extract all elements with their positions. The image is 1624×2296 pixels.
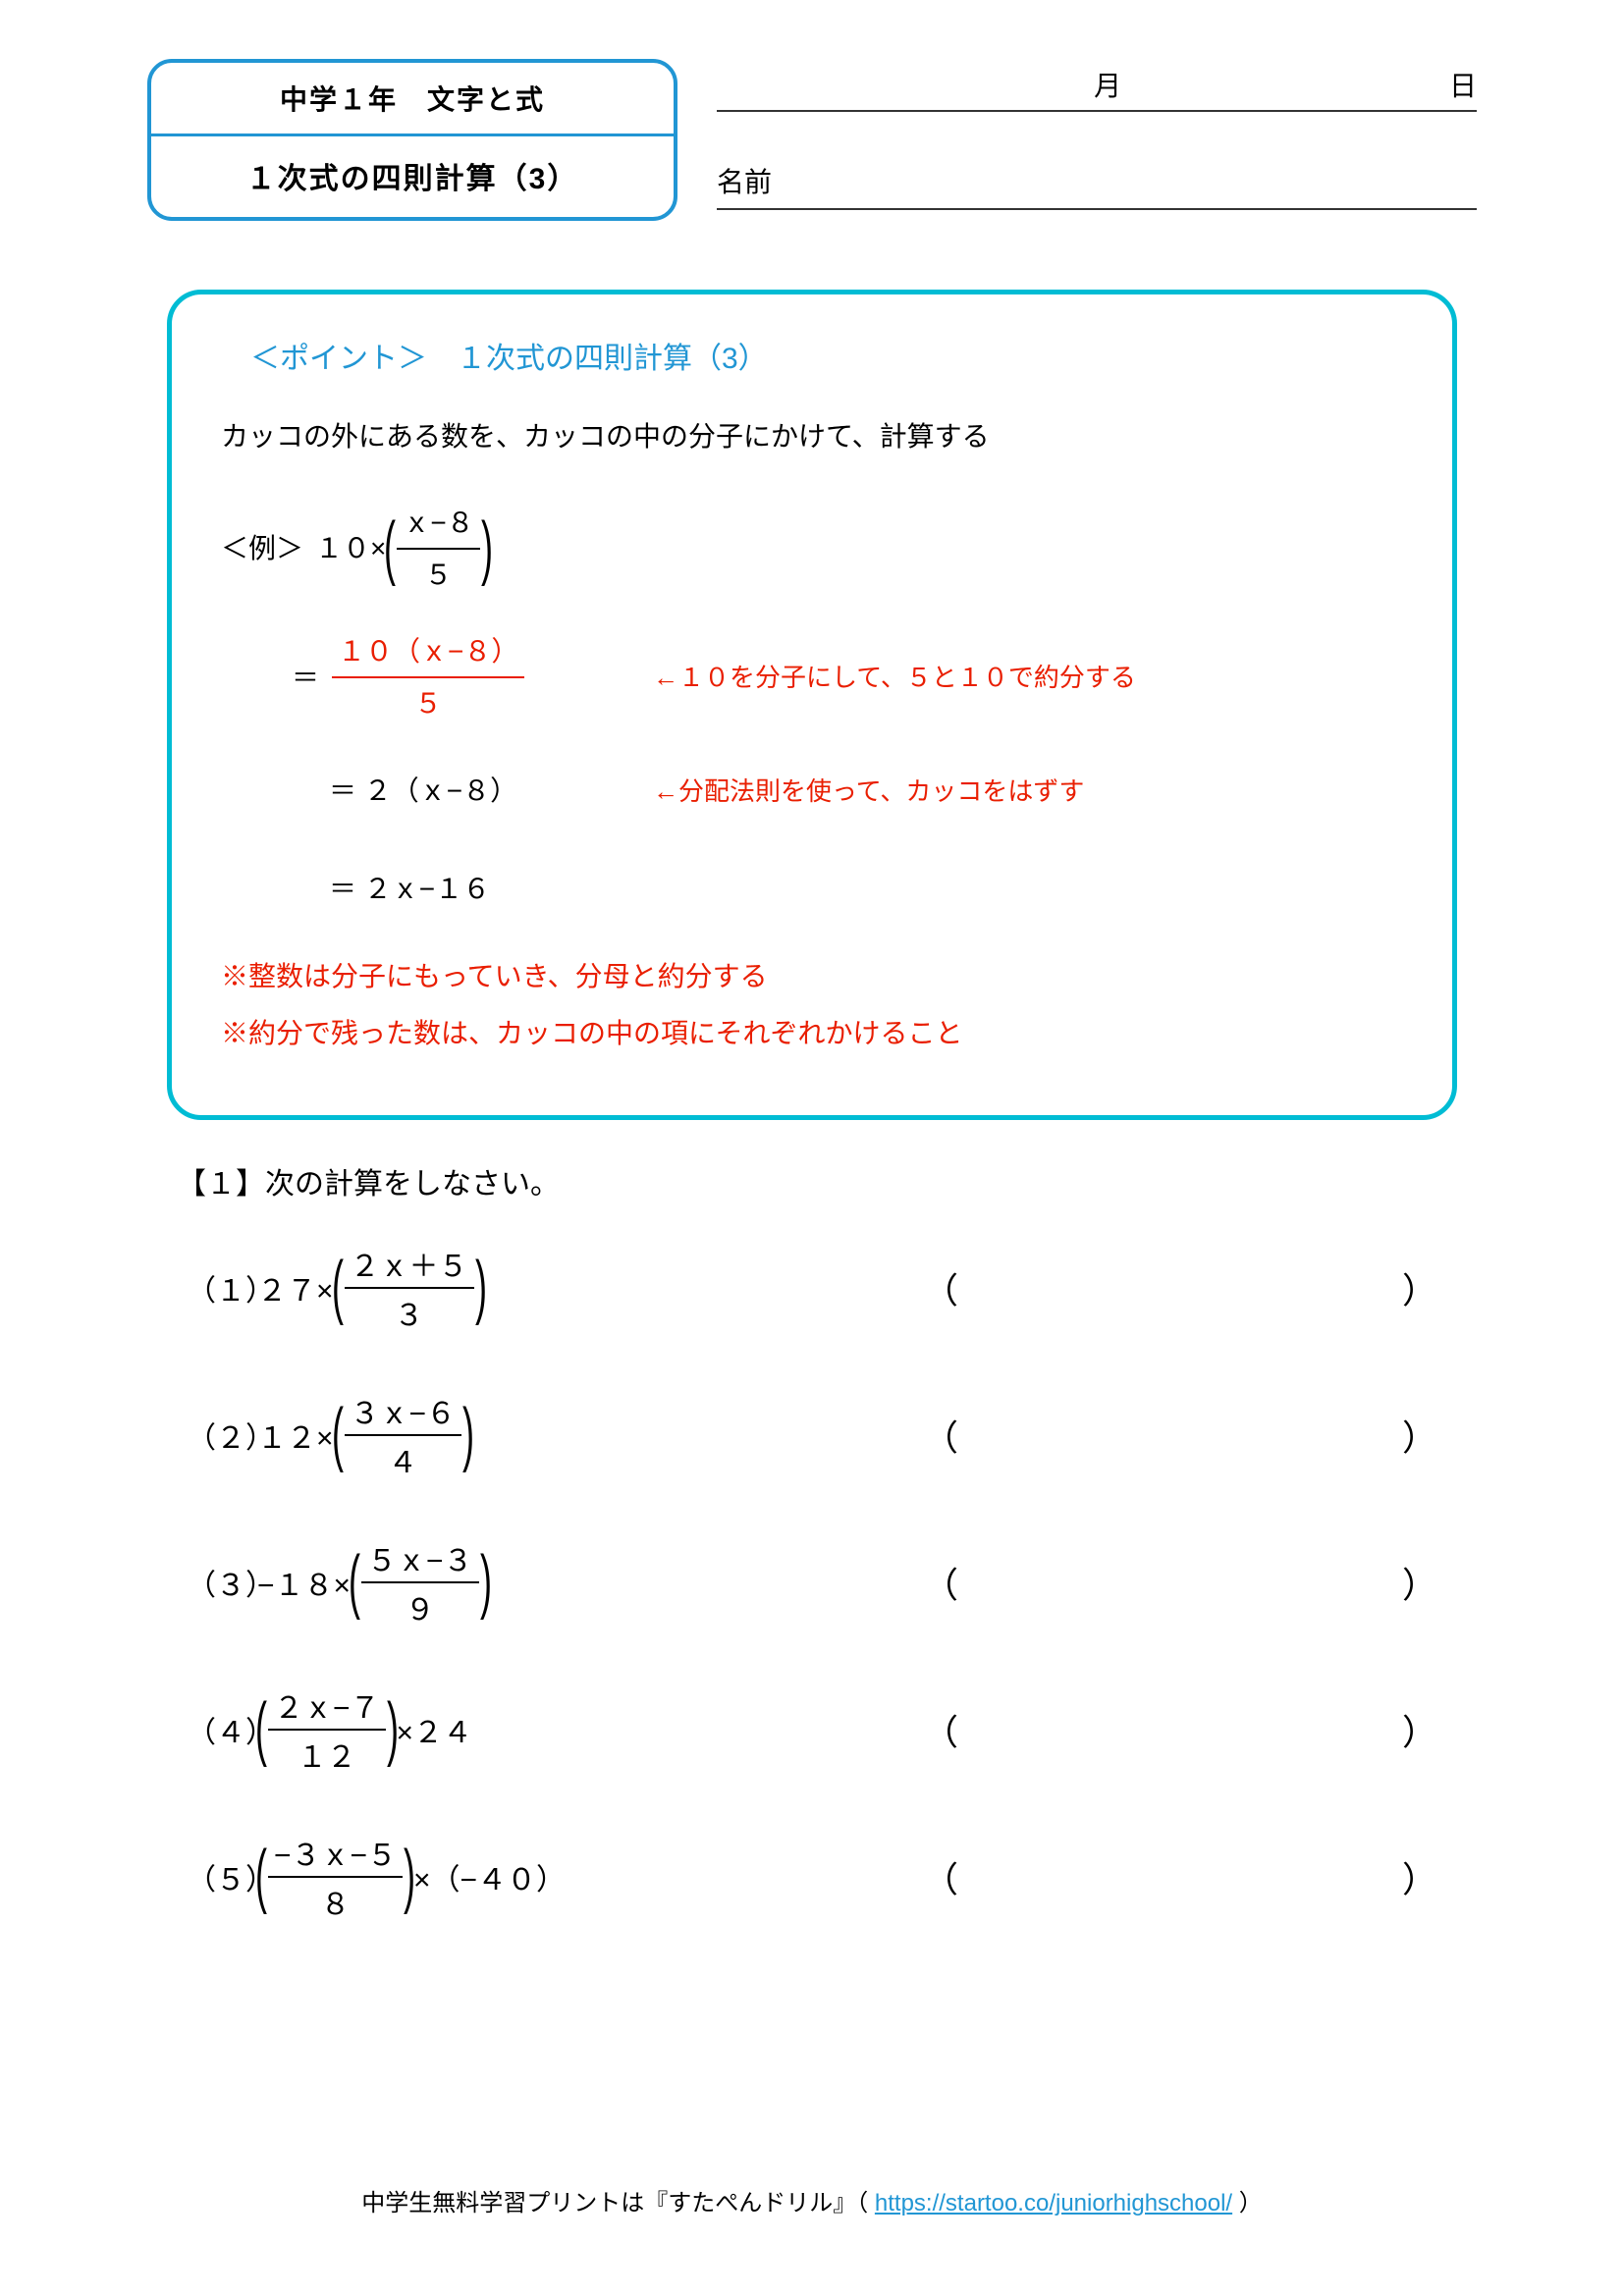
problem-fraction: ３ｘ−６４ [345, 1389, 462, 1481]
answer-paren-left: （ [923, 1410, 958, 1461]
problem-prefix: ２７× [257, 1266, 334, 1309]
problem-number: （３） [187, 1561, 257, 1604]
problem-number: （１） [187, 1266, 257, 1309]
problem-expression: （５）(−３ｘ−５８) ×（−４０） [187, 1831, 923, 1923]
answer-paren-right: ） [1402, 1262, 1437, 1313]
problem-prefix: １２× [257, 1414, 334, 1457]
problem-row: （４）(２ｘ−７１２) ×２４（） [187, 1683, 1437, 1776]
footer-link[interactable]: https://startoo.co/juniorhighschool/ [875, 2190, 1232, 2216]
example-line-0: ＜例＞ １０× ( ｘ−８ ５ ) [221, 500, 1403, 599]
step1-note: ←１０を分子にして、５と１０で約分する [653, 656, 1136, 699]
answer-space[interactable]: （） [923, 1410, 1437, 1461]
problem-row: （２）１２×(３ｘ−６４)（） [187, 1389, 1437, 1481]
section-label: 【１】次の計算をしなさい。 [177, 1159, 1477, 1202]
problem-fraction: −３ｘ−５８ [268, 1831, 403, 1923]
month-label: 月 [1083, 65, 1132, 104]
paren-left-icon: ( [349, 1554, 360, 1611]
point-description: カッコの外にある数を、カッコの中の分子にかけて、計算する [221, 413, 1403, 460]
name-field[interactable]: 名前 [717, 161, 1477, 210]
meta-column: 月 日 名前 [717, 59, 1477, 210]
answer-space[interactable]: （） [923, 1557, 1437, 1608]
example-label: ＜例＞ [221, 525, 303, 572]
problem-row: （１）２７×(２ｘ＋５３)（） [187, 1242, 1437, 1334]
answer-paren-left: （ [923, 1704, 958, 1755]
problem-expression: （４）(２ｘ−７１２) ×２４ [187, 1683, 923, 1776]
paren-right-icon: ) [462, 1407, 474, 1464]
footer-text-after: ） [1239, 2190, 1263, 2216]
paren-left-icon: ( [384, 520, 396, 577]
topic-title: １次式の四則計算（3） [151, 136, 674, 217]
date-field[interactable]: 月 日 [717, 65, 1477, 112]
problem-number: （２） [187, 1414, 257, 1457]
paren-right-icon: ) [475, 1259, 487, 1316]
point-note-1: ※整数は分子にもっていき、分母と約分する [221, 953, 1403, 1000]
answer-space[interactable]: （） [923, 1262, 1437, 1313]
example-coef: １０× [315, 525, 386, 572]
problem-prefix: −１８× [257, 1561, 351, 1604]
problem-row: （３）−１８×(５ｘ−３９)（） [187, 1536, 1437, 1629]
problem-expression: （１）２７×(２ｘ＋５３) [187, 1242, 923, 1334]
paren-left-icon: ( [332, 1407, 344, 1464]
problem-suffix: ×（−４０） [413, 1855, 566, 1898]
example-step-2: ＝ ２（ｘ−８） ←分配法則を使って、カッコをはずす [221, 757, 1403, 826]
answer-space[interactable]: （） [923, 1851, 1437, 1902]
title-box: 中学１年 文字と式 １次式の四則計算（3） [147, 59, 677, 221]
answer-paren-right: ） [1402, 1410, 1437, 1461]
grade-subject: 中学１年 文字と式 [151, 63, 674, 136]
point-box: ＜ポイント＞ １次式の四則計算（3） カッコの外にある数を、カッコの中の分子にか… [167, 290, 1457, 1120]
example-step-3: ＝ ２ｘ−１６ [221, 855, 1403, 924]
name-label: 名前 [717, 161, 772, 200]
answer-paren-right: ） [1402, 1557, 1437, 1608]
paren-right-icon: ) [387, 1701, 399, 1758]
footer-text-before: 中学生無料学習プリントは『すたぺんドリル』（ [361, 2190, 875, 2216]
problem-number: （５） [187, 1855, 257, 1898]
point-title: ＜ポイント＞ １次式の四則計算（3） [250, 334, 1403, 384]
answer-paren-left: （ [923, 1557, 958, 1608]
problem-expression: （２）１２×(３ｘ−６４) [187, 1389, 923, 1481]
paren-left-icon: ( [255, 1701, 267, 1758]
problem-list: （１）２７×(２ｘ＋５３)（）（２）１２×(３ｘ−６４)（）（３）−１８×(５ｘ… [147, 1242, 1477, 1923]
paren-left-icon: ( [255, 1848, 267, 1905]
example-fraction: ｘ−８ ５ [397, 500, 479, 599]
problem-fraction: ２ｘ＋５３ [345, 1242, 474, 1334]
answer-paren-left: （ [923, 1851, 958, 1902]
problem-expression: （３）−１８×(５ｘ−３９) [187, 1536, 923, 1629]
paren-left-icon: ( [332, 1259, 344, 1316]
step2-note: ←分配法則を使って、カッコをはずす [653, 770, 1084, 813]
problem-number: （４） [187, 1708, 257, 1751]
example-step-1: ＝ １０（ｘ−８） ５ ←１０を分子にして、５と１０で約分する [221, 628, 1403, 727]
paren-right-icon: ) [404, 1848, 415, 1905]
answer-paren-right: ） [1402, 1851, 1437, 1902]
problem-row: （５）(−３ｘ−５８) ×（−４０）（） [187, 1831, 1437, 1923]
paren-right-icon: ) [481, 520, 493, 577]
answer-paren-right: ） [1402, 1704, 1437, 1755]
worksheet-header: 中学１年 文字と式 １次式の四則計算（3） 月 日 名前 [147, 59, 1477, 221]
day-label: 日 [1437, 65, 1477, 104]
step1-fraction: １０（ｘ−８） ５ [332, 628, 524, 727]
problem-fraction: ２ｘ−７１２ [268, 1683, 386, 1776]
problem-suffix: ×２４ [397, 1708, 473, 1751]
problem-fraction: ５ｘ−３９ [361, 1536, 479, 1629]
answer-space[interactable]: （） [923, 1704, 1437, 1755]
paren-right-icon: ) [480, 1554, 492, 1611]
page-footer: 中学生無料学習プリントは『すたぺんドリル』（ https://startoo.c… [0, 2183, 1624, 2217]
answer-paren-left: （ [923, 1262, 958, 1313]
point-note-2: ※約分で残った数は、カッコの中の項にそれぞれかけること [221, 1010, 1403, 1057]
